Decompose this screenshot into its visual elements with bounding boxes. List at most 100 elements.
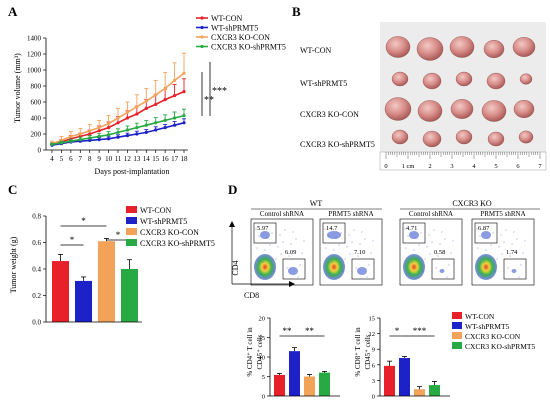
ruler-label: 4 — [472, 163, 476, 170]
bar-4 — [319, 372, 330, 396]
cell-dot — [428, 234, 430, 236]
y-tick-label: 10 — [259, 355, 266, 362]
cell-dot — [262, 261, 264, 263]
cell-dot — [286, 267, 288, 269]
cell-dot — [415, 237, 417, 239]
y-tick-label: 600 — [31, 99, 42, 107]
cd4-gate — [322, 222, 346, 244]
tumor — [385, 36, 411, 58]
bar-3 — [414, 389, 425, 396]
data-point — [116, 130, 120, 134]
data-point — [97, 129, 101, 133]
cd8-percentage: 7.10 — [354, 249, 365, 256]
cell-dot — [422, 270, 424, 272]
y-tick-label: 9 — [372, 347, 375, 354]
cell-dot — [409, 273, 411, 275]
data-point — [172, 78, 177, 82]
cell-dot — [433, 229, 435, 231]
data-point — [125, 128, 130, 132]
data-point — [78, 132, 82, 136]
x-tick-label: 17 — [171, 155, 179, 163]
cell-dot — [351, 241, 353, 243]
data-point — [144, 130, 148, 134]
cell-dot — [266, 237, 268, 239]
y-tick-label: 15 — [369, 316, 376, 323]
cell-dot — [444, 238, 446, 240]
cell-dot — [297, 276, 299, 278]
data-point — [163, 118, 167, 122]
tumor-photo: 0 1 cm 2 3 4 5 6 7 WT-CON WT-shPRMT5 CXCR3 KO-C… — [300, 22, 547, 171]
data-point — [172, 123, 177, 127]
cell-population — [254, 254, 276, 280]
x-tick-label: 16 — [162, 155, 170, 163]
data-point — [125, 116, 130, 120]
cell-dot — [355, 267, 357, 269]
cell-dot — [342, 270, 344, 272]
cd8-population — [288, 267, 298, 275]
legend-label: WT-CON — [140, 206, 171, 215]
y-tick-label: 20 — [259, 316, 266, 323]
x-tick-label: 10 — [105, 155, 113, 163]
data-point — [154, 102, 158, 106]
cell-dot — [514, 250, 516, 252]
flow-group-ko: CXCR3 KO — [452, 199, 492, 208]
cell-dot — [501, 253, 503, 255]
photo-row-label-1: WT-CON — [300, 46, 331, 55]
significance-double-star: ** — [204, 95, 214, 106]
x-tick-label: 11 — [115, 155, 122, 163]
data-point — [135, 105, 139, 109]
cell-dot — [372, 240, 374, 242]
line-chart-ylabel: Tumor volume (mm³) — [13, 53, 22, 123]
cell-dot — [490, 244, 492, 246]
data-point — [154, 93, 158, 97]
cell-dot — [368, 264, 370, 266]
y-tick-label: 0 — [262, 394, 265, 401]
data-point — [182, 71, 186, 75]
cell-dot — [477, 247, 479, 249]
data-point — [78, 138, 82, 142]
cell-dot — [256, 247, 258, 249]
cell-dot — [362, 250, 364, 252]
data-point — [154, 121, 158, 125]
data-point — [88, 129, 92, 133]
cell-dot — [509, 255, 511, 257]
cell-dot — [405, 247, 407, 249]
bar-3 — [304, 376, 315, 396]
flow-group-wt: WT — [310, 199, 323, 208]
cell-dot — [494, 270, 496, 272]
data-point — [50, 142, 54, 146]
x-tick-label: 12 — [124, 155, 132, 163]
cell-dot — [353, 229, 355, 231]
data-point — [88, 136, 92, 140]
y-tick-label: 1200 — [27, 51, 42, 59]
tumor — [450, 99, 474, 119]
x-tick-label: 9 — [97, 155, 101, 163]
data-point — [116, 116, 120, 120]
x-tick-label: 14 — [143, 155, 151, 163]
cell-dot — [255, 228, 257, 230]
tumor — [417, 100, 443, 122]
cell-dot — [411, 261, 413, 263]
data-point — [116, 135, 120, 139]
bar-1 — [384, 365, 395, 396]
y-tick-label: 5 — [262, 374, 265, 381]
cell-dot — [516, 238, 518, 240]
cell-dot — [301, 252, 303, 254]
cell-dot — [357, 255, 359, 257]
cell-dot — [273, 270, 275, 272]
panel-letter-b: B — [292, 4, 301, 19]
tumor — [391, 71, 409, 87]
data-point — [125, 134, 130, 138]
data-point — [144, 106, 148, 110]
legend-swatch — [452, 322, 462, 329]
cell-dot — [435, 267, 437, 269]
data-point — [69, 134, 73, 138]
data-point — [116, 121, 120, 125]
ruler-label: 5 — [494, 163, 497, 170]
cell-dot — [340, 232, 342, 234]
cd4-ylabel-line2: CD45⁺ cells — [256, 334, 264, 369]
legend-label: WT-shPRMT5 — [211, 24, 258, 33]
